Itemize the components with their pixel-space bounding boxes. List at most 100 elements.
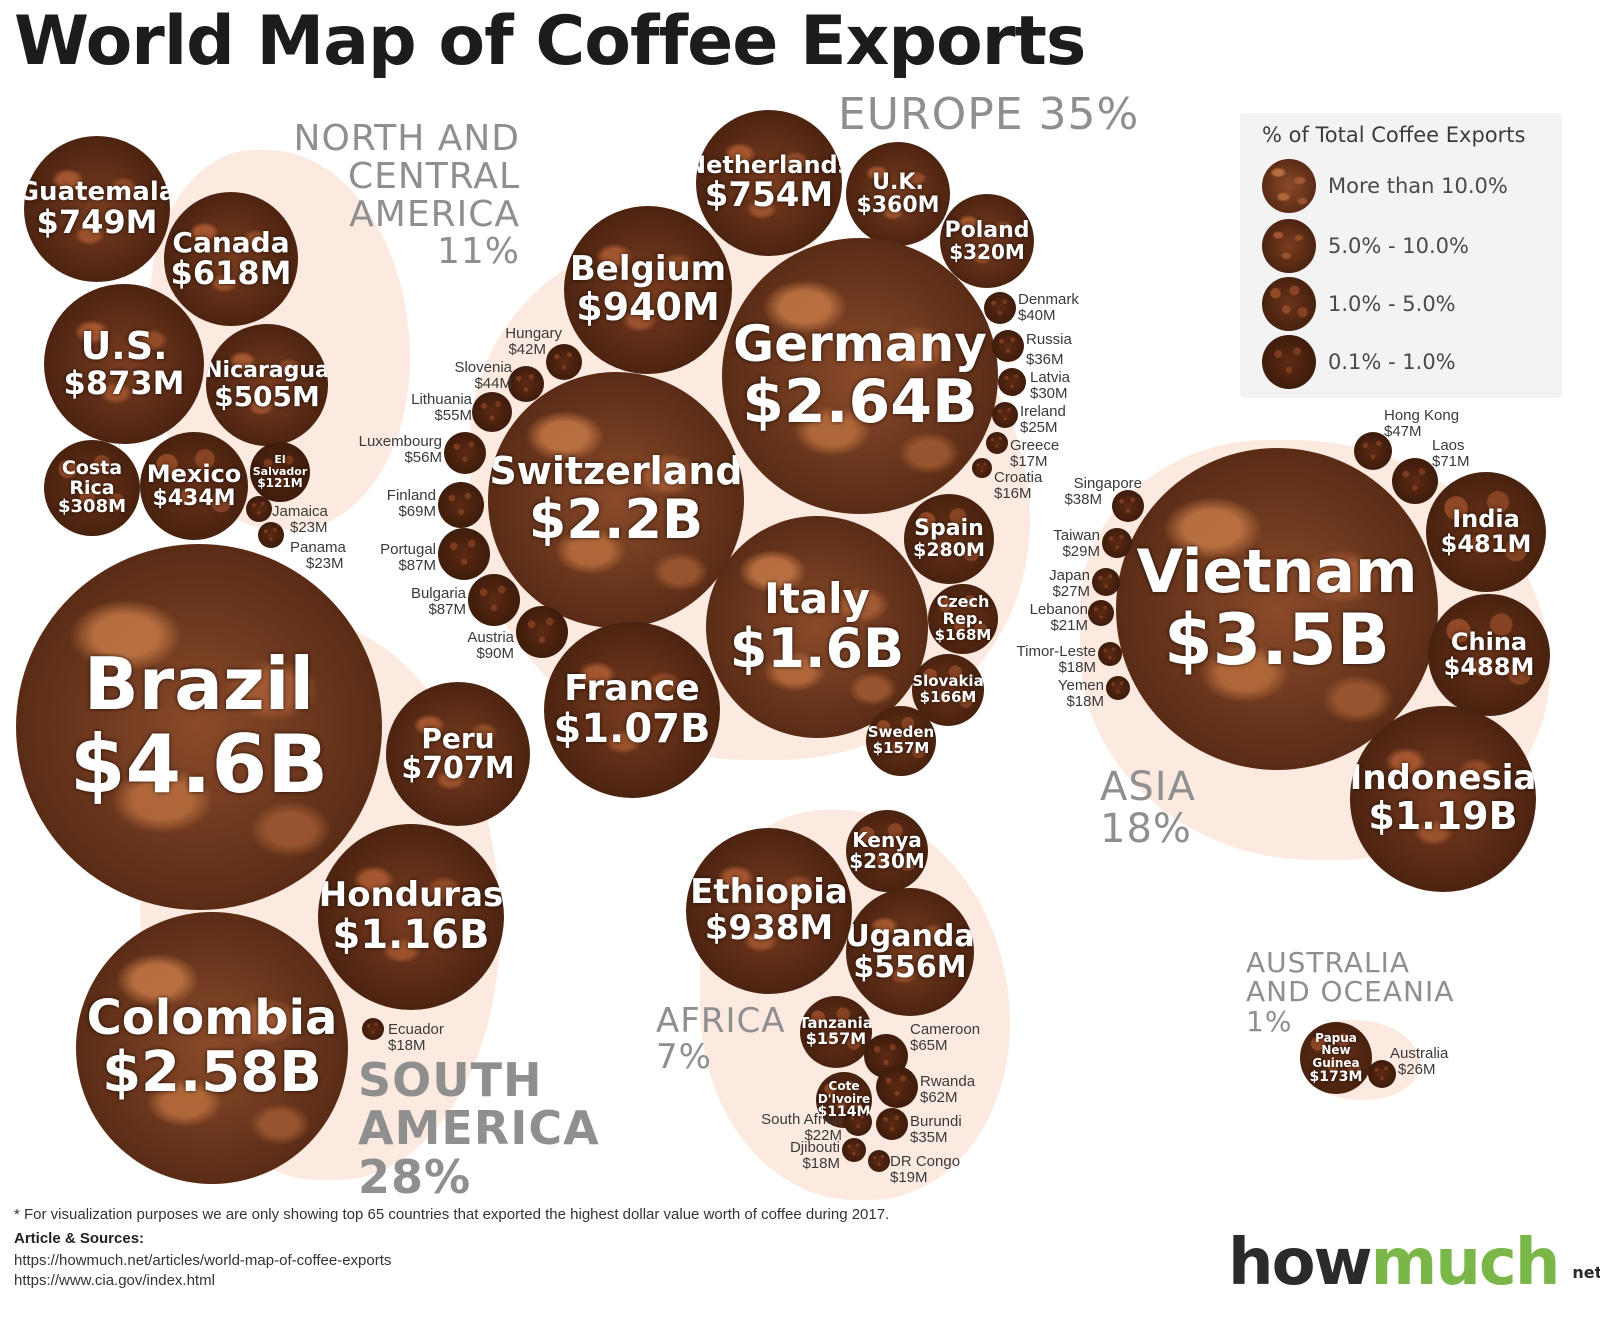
bubble-laos — [1392, 458, 1438, 504]
bubble-spain: Spain $280M — [904, 494, 994, 584]
bubble-poland: Poland $320M — [940, 194, 1034, 288]
label-singapore: Singapore $38M — [1064, 475, 1142, 508]
label-laos: Laos $71M — [1432, 437, 1470, 470]
bubble-netherlands: Netherlands $754M — [696, 110, 842, 256]
bubble-hong-kong — [1354, 432, 1392, 470]
source-link-cia[interactable]: https://www.cia.gov/index.html — [14, 1272, 215, 1289]
bubble-china: China $488M — [1428, 594, 1550, 716]
bubble-costa-rica: Costa Rica $308M — [44, 440, 140, 536]
footnote: * For visualization purposes we are only… — [14, 1206, 890, 1223]
bubble-croatia — [972, 458, 992, 478]
bubble-us: U.S. $873M — [44, 284, 204, 444]
bubble-dr-congo — [868, 1150, 890, 1172]
page-title: World Map of Coffee Exports — [14, 2, 1086, 81]
bubble-honduras: Honduras $1.16B — [318, 824, 504, 1010]
label-croatia: Croatia $16M — [994, 469, 1043, 502]
label-latvia: Latvia $30M — [1030, 369, 1071, 402]
bubble-yemen — [1106, 676, 1130, 700]
bubble-hungary — [546, 344, 582, 380]
label-timor-leste: Timor-Leste $18M — [1016, 643, 1096, 676]
bubble-uganda: Uganda $556M — [846, 888, 974, 1016]
bubble-lithuania — [472, 392, 512, 432]
bubble-ethiopia: Ethiopia $938M — [686, 828, 852, 994]
bubble-rwanda — [876, 1066, 918, 1108]
label-luxembourg: Luxembourg $56M — [358, 433, 442, 466]
label-dr-congo: DR Congo $19M — [890, 1153, 961, 1186]
label-slovenia: Slovenia $44M — [454, 359, 512, 392]
bubble-italy: Italy $1.6B — [706, 516, 928, 738]
bubble-papua-new-guinea: Papua New Guinea $173M — [1300, 1022, 1372, 1094]
coffee-beans-small-icon — [1262, 277, 1316, 331]
bubble-uk: U.K. $360M — [846, 142, 950, 246]
bubble-latvia — [998, 368, 1026, 396]
bubble-nicaragua: Nicaragua $505M — [206, 324, 328, 446]
bubble-denmark — [984, 292, 1016, 324]
label-hong-kong: Hong Kong $47M — [1384, 407, 1460, 440]
bubble-taiwan — [1102, 528, 1132, 558]
legend-item-tier-2: 5.0% - 10.0% — [1262, 218, 1469, 274]
bubble-guatemala: Guatemala $749M — [24, 136, 170, 282]
label-portugal: Portugal $87M — [380, 541, 436, 574]
bubble-peru: Peru $707M — [386, 682, 530, 826]
bubble-indonesia: Indonesia $1.19B — [1350, 706, 1536, 892]
label-ecuador: Ecuador $18M — [388, 1021, 444, 1054]
label-panama: Panama $23M — [290, 539, 346, 572]
howmuch-logo: howmuch net — [1228, 1226, 1600, 1300]
bubble-greece — [986, 432, 1008, 454]
bubble-kenya: Kenya $230M — [846, 810, 928, 892]
label-cameroon: Cameroon $65M — [910, 1021, 981, 1054]
bubble-south-africa — [844, 1108, 872, 1136]
legend-title: % of Total Coffee Exports — [1262, 123, 1526, 147]
label-finland: Finland $69M — [386, 487, 436, 520]
bubble-slovenia — [508, 366, 544, 402]
region-label-south-america: SOUTH AMERICA 28% — [358, 1053, 600, 1204]
legend-item-tier-3: 1.0% - 5.0% — [1262, 276, 1456, 332]
bubble-djibouti — [842, 1138, 866, 1162]
bubble-austria — [516, 606, 568, 658]
bubble-portugal — [438, 528, 490, 580]
bubble-india: India $481M — [1426, 472, 1546, 592]
region-label-asia: ASIA 18% — [1100, 764, 1196, 852]
label-djibouti: Djibouti $18M — [789, 1139, 840, 1172]
source-link-howmuch[interactable]: https://howmuch.net/articles/world-map-o… — [14, 1252, 392, 1269]
bubble-belgium: Belgium $940M — [564, 206, 732, 374]
region-label-australia-oceania: AUSTRALIA AND OCEANIA 1% — [1246, 946, 1455, 1038]
label-hungary: Hungary $42M — [505, 325, 562, 358]
bubble-russia — [992, 330, 1024, 362]
label-japan: Japan $27M — [1049, 567, 1090, 600]
bubble-burundi — [876, 1108, 908, 1140]
legend: % of Total Coffee Exports More than 10.0… — [1240, 113, 1562, 398]
label-jamaica: Jamaica $23M — [272, 503, 328, 536]
region-label-north-central-america: NORTH AND CENTRAL AMERICA 11% — [293, 118, 520, 273]
label-yemen: Yemen $18M — [1057, 677, 1104, 710]
bubble-cote-divoire: Cote D'Ivoire $114M — [816, 1072, 872, 1128]
label-russia: Russia $36M — [1026, 331, 1072, 368]
bubble-australia — [1368, 1060, 1396, 1088]
label-austria: Austria $90M — [467, 629, 514, 662]
legend-item-tier-4: 0.1% - 1.0% — [1262, 334, 1456, 390]
bubble-colombia: Colombia $2.58B — [76, 912, 348, 1184]
bubble-finland — [438, 482, 484, 528]
bubble-el-salvador: El Salvador $121M — [250, 442, 310, 502]
label-bulgaria: Bulgaria $87M — [410, 585, 466, 618]
label-burundi: Burundi $35M — [910, 1113, 962, 1146]
bubble-brazil: Brazil $4.6B — [16, 544, 382, 910]
coffee-beans-medium-icon — [1262, 219, 1316, 273]
bubble-lebanon — [1088, 600, 1114, 626]
region-label-africa: AFRICA 7% — [656, 1001, 786, 1077]
coffee-beans-tiny-icon — [1262, 335, 1316, 389]
label-south-africa: South Africa $22M — [761, 1111, 842, 1144]
bubble-singapore — [1112, 490, 1144, 522]
bubble-vietnam: Vietnam $3.5B — [1116, 448, 1438, 770]
bubble-canada: Canada $618M — [164, 192, 298, 326]
bubble-luxembourg — [444, 432, 486, 474]
bubble-sweden: Sweden $157M — [866, 706, 936, 776]
bubble-ireland — [992, 402, 1018, 428]
bubble-slovakia: Slovakia $166M — [912, 654, 984, 726]
legend-item-tier-1: More than 10.0% — [1262, 158, 1508, 214]
bubble-czech: Czech Rep. $168M — [928, 584, 998, 654]
label-taiwan: Taiwan $29M — [1053, 527, 1100, 560]
bubble-switzerland: Switzerland $2.2B — [488, 372, 744, 628]
bubble-timor-leste — [1098, 642, 1122, 666]
label-greece: Greece $17M — [1010, 437, 1060, 470]
